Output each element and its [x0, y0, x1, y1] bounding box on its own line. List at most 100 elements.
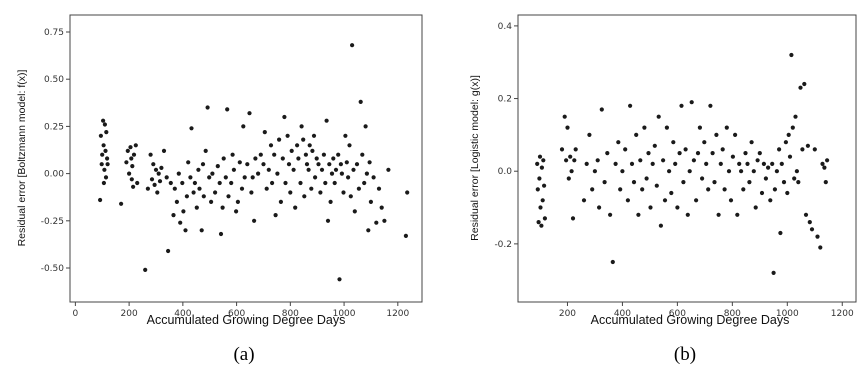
data-point-a	[291, 167, 296, 172]
data-point-a	[350, 43, 355, 48]
data-point-b	[539, 223, 544, 228]
data-point-a	[201, 194, 206, 199]
data-point-a	[362, 180, 367, 186]
data-point-b	[667, 169, 672, 174]
data-point-a	[191, 190, 196, 195]
data-point-a	[289, 148, 294, 153]
data-points-b	[535, 52, 830, 275]
data-point-a	[209, 199, 214, 204]
data-point-a	[241, 124, 246, 129]
data-point-a	[382, 218, 387, 223]
data-point-a	[338, 162, 343, 167]
data-point-b	[745, 161, 750, 166]
data-point-a	[220, 205, 225, 210]
data-point-b	[726, 169, 732, 174]
chart-panel-b: -0.2 0.0 0.2 0.4 200 400 600 800 1000 1200 Accum…	[469, 14, 857, 365]
data-point-b	[608, 212, 613, 217]
data-point-b	[781, 180, 787, 185]
data-point-a	[203, 148, 208, 153]
data-point-a	[242, 175, 247, 180]
data-point-a	[351, 167, 356, 172]
data-point-a	[103, 175, 109, 180]
data-point-a	[178, 220, 183, 225]
data-point-b	[710, 151, 715, 156]
data-point-a	[210, 171, 215, 176]
data-point-b	[802, 81, 807, 87]
data-point-a	[101, 118, 106, 123]
data-point-b	[592, 169, 598, 174]
data-point-a	[247, 111, 252, 116]
data-point-b	[573, 147, 578, 152]
data-point-a	[200, 162, 206, 167]
data-point-a	[143, 267, 148, 272]
data-point-a	[127, 171, 132, 176]
data-point-a	[102, 122, 107, 127]
data-point-b	[671, 140, 676, 145]
data-point-a	[98, 197, 103, 203]
data-point-a	[226, 194, 231, 199]
data-point-b	[774, 169, 780, 174]
data-point-b	[768, 198, 773, 203]
data-point-a	[344, 160, 349, 165]
data-point-a	[133, 143, 138, 148]
x-ticks-a: 0 200 400 600 800 1000 1200	[73, 302, 410, 319]
data-point-a	[235, 199, 240, 204]
data-point-a	[302, 194, 307, 199]
x-tick-label: 400	[614, 309, 631, 319]
data-point-b	[785, 190, 790, 196]
y-axis-label-a: Residual error [Boltzmann model: f(x)]	[16, 70, 28, 247]
data-point-b	[763, 176, 769, 181]
data-point-a	[295, 143, 300, 148]
data-point-a	[337, 277, 342, 282]
data-point-b	[749, 140, 754, 145]
y-tick-label: 0.4	[498, 22, 513, 32]
data-point-b	[537, 176, 542, 181]
data-point-a	[218, 231, 224, 237]
data-point-a	[101, 180, 106, 186]
data-point-b	[673, 161, 678, 166]
data-point-a	[239, 186, 245, 191]
data-point-a	[189, 126, 194, 131]
data-point-a	[229, 180, 234, 186]
data-point-b	[540, 198, 545, 203]
data-point-a	[299, 124, 304, 129]
data-point-a	[264, 186, 269, 191]
data-point-a	[363, 124, 368, 129]
y-axis-label-b: Residual error [Logistic model: g(x)]	[469, 75, 481, 241]
data-point-b	[681, 180, 686, 185]
data-point-a	[309, 186, 314, 191]
data-point-a	[367, 160, 372, 165]
data-point-a	[313, 175, 318, 180]
data-point-b	[704, 161, 709, 166]
data-point-b	[568, 154, 573, 159]
data-point-b	[777, 147, 782, 152]
data-point-a	[215, 164, 220, 169]
data-point-a	[183, 228, 188, 233]
data-point-b	[815, 234, 820, 239]
data-point-a	[199, 228, 204, 233]
data-point-a	[277, 137, 282, 142]
data-point-b	[658, 223, 664, 228]
data-point-b	[823, 180, 828, 185]
data-point-b	[700, 176, 705, 181]
data-point-a	[130, 164, 135, 169]
data-point-b	[809, 227, 815, 232]
data-point-b	[702, 140, 707, 145]
data-point-a	[168, 180, 173, 186]
data-point-b	[564, 158, 569, 163]
data-point-a	[339, 171, 344, 176]
data-point-b	[538, 205, 543, 210]
data-point-b	[539, 165, 545, 170]
data-point-b	[605, 151, 610, 156]
data-point-b	[818, 245, 823, 250]
data-point-b	[695, 151, 701, 156]
data-points-a	[98, 43, 410, 282]
plot-area-b	[517, 14, 857, 303]
x-tick-label: 600	[228, 309, 245, 319]
data-point-a	[129, 156, 134, 161]
data-point-a	[331, 156, 336, 161]
data-point-b	[620, 169, 625, 174]
data-point-a	[258, 152, 263, 157]
y-tick-label: 0.0	[498, 167, 513, 177]
